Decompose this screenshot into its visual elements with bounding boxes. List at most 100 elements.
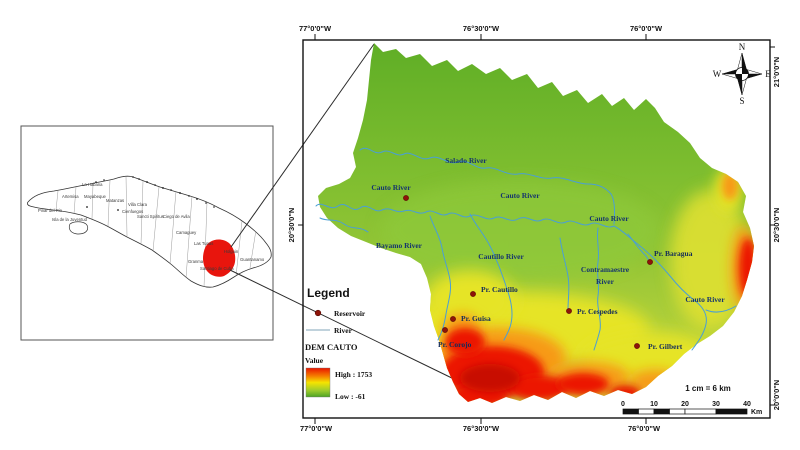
cauto-river-label-west: Cauto River bbox=[371, 183, 411, 192]
axis-label-top-7630w: 76°30'0"W bbox=[463, 24, 500, 33]
scale-tick-0: 0 bbox=[621, 401, 625, 408]
axis-label-right-20n: 20°0'0"N bbox=[772, 380, 781, 410]
compass-rose: N S E W bbox=[713, 42, 772, 106]
scale-tick-30: 30 bbox=[712, 401, 720, 408]
legend-reservoir-label: Reservoir bbox=[334, 309, 366, 318]
river-network bbox=[315, 147, 737, 351]
inset-province-labels: Pinar del Rio Artemisa La Habana Mayabeq… bbox=[38, 182, 265, 271]
contramaestre-river-label-line1: Contramaestre bbox=[581, 265, 630, 274]
cespedes-tributary-line bbox=[559, 237, 570, 311]
province-borders bbox=[55, 176, 257, 288]
reservoir-dot-cespedes bbox=[566, 308, 572, 314]
reservoir-dot-cauto bbox=[403, 195, 409, 201]
scale-bar: 1 cm = 6 km 0 10 20 30 40 Km bbox=[621, 384, 762, 416]
basin-highlight-region bbox=[203, 239, 236, 277]
axis-label-bottom-77w: 77°0'0"W bbox=[300, 424, 333, 433]
graticule-ticks bbox=[298, 34, 775, 424]
legend-river-label: River bbox=[334, 326, 353, 335]
compass-west-label: W bbox=[713, 69, 722, 79]
baragua-reservoir-label: Pr. Baragua bbox=[654, 249, 693, 258]
reservoir-dot-corojo bbox=[442, 327, 448, 333]
salado-river-line bbox=[359, 147, 616, 225]
gilbert-reservoir-label: Pr. Gilbert bbox=[648, 342, 683, 351]
salado-river-label: Salado River bbox=[445, 156, 487, 165]
bayamo-river-label: Bayamo River bbox=[376, 241, 423, 250]
map-frame bbox=[302, 39, 771, 419]
scale-tick-20: 20 bbox=[681, 401, 689, 408]
cauto-river-label-center: Cauto River bbox=[500, 191, 540, 200]
cautillo-river-line bbox=[469, 213, 513, 341]
legend-low-label: Low : -61 bbox=[335, 392, 366, 401]
corojo-reservoir-label: Pr. Corojo bbox=[438, 340, 472, 349]
axis-label-left-2030n: 20°30'0"N bbox=[287, 208, 296, 243]
legend: Legend Reservoir River DEM CAUTO Value H… bbox=[305, 286, 372, 401]
guisa-reservoir-label: Pr. Guisa bbox=[461, 314, 491, 323]
compass-east-label: E bbox=[765, 69, 771, 79]
legend-value-label: Value bbox=[305, 356, 324, 365]
province-label: Guantanamo bbox=[240, 257, 265, 262]
reservoir-dot-guisa bbox=[450, 316, 456, 322]
scale-tick-40: 40 bbox=[743, 401, 751, 408]
province-label: Mayabeque bbox=[84, 194, 107, 199]
reservoir-dot-cautillo bbox=[470, 291, 476, 297]
province-label: Granma bbox=[188, 259, 204, 264]
delta-channel-line bbox=[319, 217, 369, 233]
province-label: Cienfuegos bbox=[122, 209, 143, 214]
legend-title: Legend bbox=[307, 286, 350, 300]
contramaestre-river-line bbox=[593, 227, 601, 351]
compass-south-label: S bbox=[739, 96, 744, 106]
baragua-tributary-line bbox=[627, 233, 651, 263]
axis-label-right-21n: 21°0'0"N bbox=[772, 57, 781, 87]
main-map: Salado River Cauto River Cauto River Cau… bbox=[287, 24, 781, 433]
province-label: Camaguey bbox=[176, 230, 197, 235]
axis-label-top-76w: 76°0'0"W bbox=[630, 24, 663, 33]
cespedes-reservoir-label: Pr. Cespedes bbox=[577, 307, 618, 316]
province-label: Artemisa bbox=[62, 194, 79, 199]
axis-label-bottom-7630w: 76°30'0"W bbox=[463, 424, 500, 433]
axis-labels: 77°0'0"W 76°30'0"W 76°0'0"W 77°0'0"W 76°… bbox=[287, 24, 781, 433]
bayamo-river-line bbox=[429, 215, 451, 341]
contramaestre-river-label-line2: River bbox=[596, 277, 615, 286]
scale-unit-label: Km bbox=[751, 409, 762, 416]
reservoir-dots bbox=[403, 195, 653, 349]
inset-cays-and-cities bbox=[86, 176, 215, 211]
cautillo-river-label: Cautillo River bbox=[478, 252, 524, 261]
cauto-river-label-east: Cauto River bbox=[589, 214, 629, 223]
dem-elevation-shading bbox=[380, 168, 754, 403]
isla-juventud-outline bbox=[68, 221, 89, 235]
legend-reservoir-icon bbox=[314, 309, 322, 317]
legend-high-label: High : 1753 bbox=[335, 370, 372, 379]
inset-map: Pinar del Rio Artemisa La Habana Mayabeq… bbox=[20, 125, 274, 341]
province-label: Ciego de Avila bbox=[163, 214, 190, 219]
province-label: Pinar del Rio bbox=[38, 208, 63, 213]
province-label: Villa Clara bbox=[128, 202, 148, 207]
legend-dem-title: DEM CAUTO bbox=[305, 342, 358, 352]
scale-tick-10: 10 bbox=[650, 401, 658, 408]
compass-north-label: N bbox=[739, 42, 746, 52]
scale-ratio-label: 1 cm = 6 km bbox=[685, 384, 731, 393]
connector-line-bottom bbox=[229, 269, 459, 382]
axis-label-bottom-76w: 76°0'0"W bbox=[628, 424, 661, 433]
axis-label-top-77w: 77°0'0"W bbox=[299, 24, 332, 33]
province-label: Matanzas bbox=[106, 198, 124, 203]
reservoir-dot-baragua bbox=[647, 259, 653, 265]
cauto-river-line bbox=[315, 203, 707, 351]
reservoir-labels: Pr. Baragua Pr. Cautillo Pr. Guisa Pr. C… bbox=[438, 249, 693, 351]
legend-color-ramp bbox=[305, 367, 331, 398]
reservoir-dot-gilbert bbox=[634, 343, 640, 349]
cauto-river-label-southeast: Cauto River bbox=[685, 295, 725, 304]
cautillo-reservoir-label: Pr. Cautillo bbox=[481, 285, 518, 294]
province-label: Holguin bbox=[224, 249, 239, 254]
compass-hub bbox=[735, 67, 749, 81]
province-label: Santiago de Cuba bbox=[200, 266, 234, 271]
river-labels: Salado River Cauto River Cauto River Cau… bbox=[371, 156, 725, 304]
scale-bar-segments bbox=[622, 408, 748, 415]
province-label: Isla de la Juventud bbox=[52, 217, 88, 222]
province-label: Las Tunas bbox=[194, 241, 213, 246]
province-label: La Habana bbox=[82, 182, 103, 187]
province-label: Sancti Spiritus bbox=[137, 214, 164, 219]
axis-label-right-2030n: 20°30'0"N bbox=[772, 208, 781, 243]
east-cauto-branch-line bbox=[705, 305, 737, 313]
